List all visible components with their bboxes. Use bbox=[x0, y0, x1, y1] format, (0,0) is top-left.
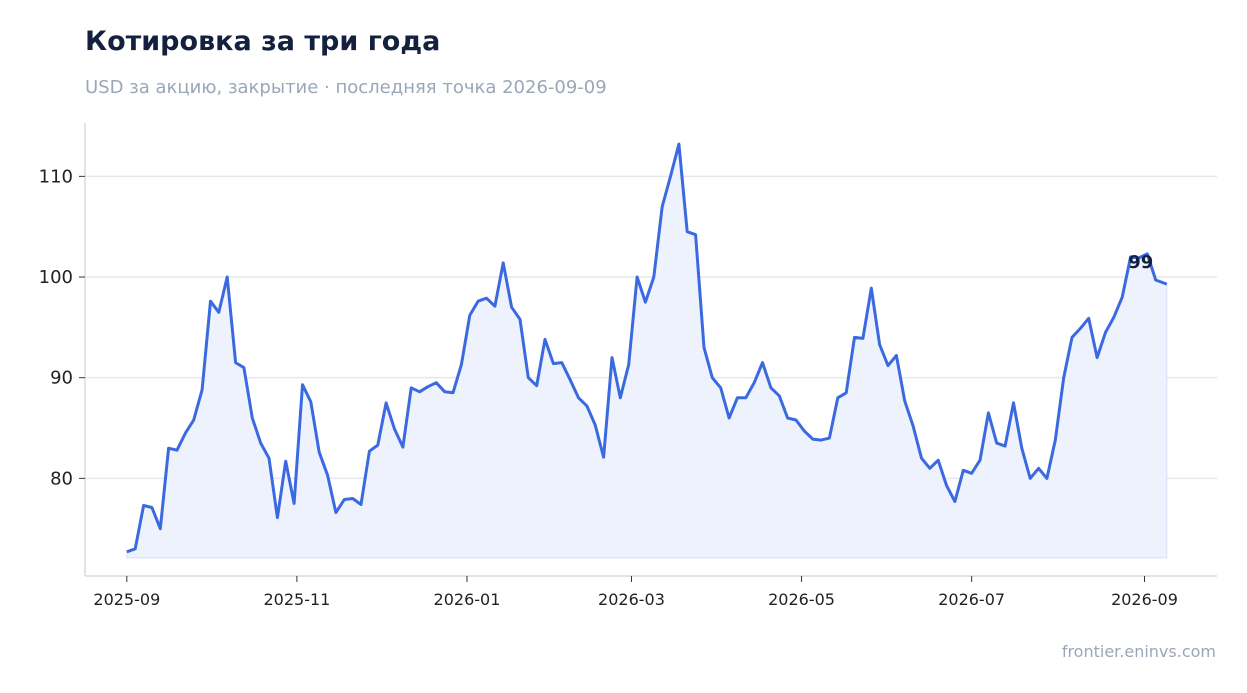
x-tick-label-2026-05: 2026-05 bbox=[768, 590, 835, 609]
page-title: Котировка за три года bbox=[85, 26, 441, 57]
y-tick-label-110: 110 bbox=[39, 166, 73, 187]
x-axis: 2025-09 2025-11 2026-01 2026-03 2026-05 2026-… bbox=[93, 576, 1178, 609]
x-tick-label-2026-09: 2026-09 bbox=[1111, 590, 1178, 609]
price-area-fill bbox=[126, 143, 1168, 559]
page-subtitle: USD за акцию, закрытие · последняя точка… bbox=[85, 77, 607, 98]
y-tick-label-90: 90 bbox=[50, 368, 73, 389]
x-tick-label-2025-11: 2025-11 bbox=[263, 590, 330, 609]
x-tick-label-2026-07: 2026-07 bbox=[938, 590, 1005, 609]
x-tick-label-2026-01: 2026-01 bbox=[434, 590, 501, 609]
x-tick-label-2026-03: 2026-03 bbox=[598, 590, 665, 609]
y-tick-label-100: 100 bbox=[39, 267, 73, 288]
y-tick-label-80: 80 bbox=[50, 468, 73, 489]
source-credit: frontier.eninvs.com bbox=[1061, 642, 1216, 661]
last-value-label: 99 bbox=[1128, 252, 1153, 273]
price-line bbox=[126, 142, 1168, 554]
y-axis: 80 90 100 110 bbox=[39, 166, 85, 489]
x-tick-label-2025-09: 2025-09 bbox=[93, 590, 160, 609]
